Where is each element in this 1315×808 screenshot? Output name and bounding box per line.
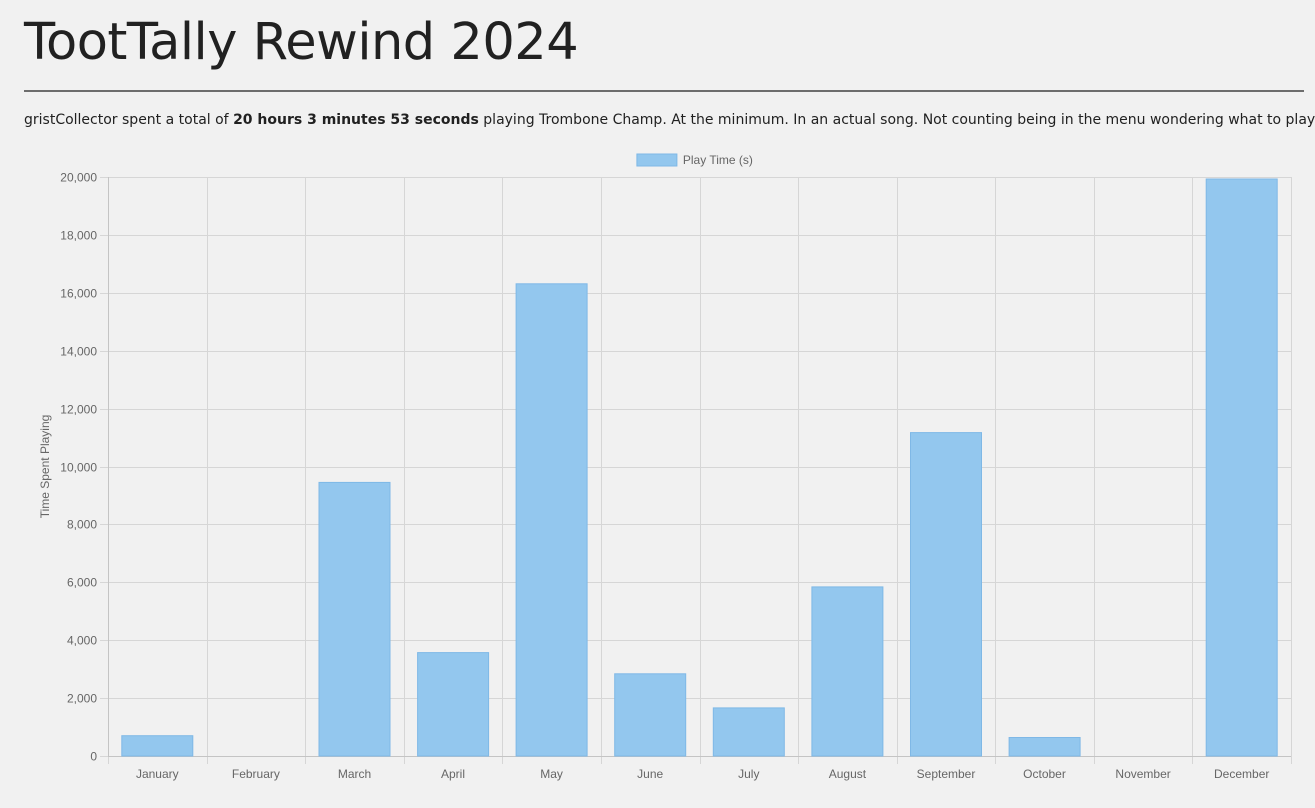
x-tick-label: February	[232, 767, 280, 781]
x-tick-label: March	[338, 767, 371, 781]
y-tick-label: 4,000	[67, 634, 97, 648]
bar-march	[318, 481, 391, 757]
bar-june	[614, 673, 687, 757]
y-tick-label: 10,000	[60, 461, 97, 475]
bar-april	[417, 652, 490, 757]
bar-october	[1008, 737, 1081, 757]
x-tick-label: November	[1115, 767, 1170, 781]
bar-august	[811, 586, 884, 757]
y-tick-label: 14,000	[60, 345, 97, 359]
bar-december	[1205, 178, 1278, 757]
summary-username: gristCollector	[24, 112, 118, 128]
summary-total-time: 20 hours 3 minutes 53 seconds	[233, 112, 479, 128]
y-tick-label: 16,000	[60, 287, 97, 301]
x-tick-label: October	[1023, 767, 1066, 781]
bar-january	[121, 735, 194, 757]
summary-text: gristCollector spent a total of 20 hours…	[24, 110, 1315, 130]
x-tick-label: December	[1214, 767, 1269, 781]
play-time-chart: 0 2,000 4,000 6,000 8,000 10,000 12,000 14,000 1…	[0, 140, 1315, 808]
bar-september	[910, 432, 982, 757]
summary-text-after: playing Trombone Champ. At the minimum. …	[478, 112, 1315, 128]
x-tick-label: January	[136, 767, 179, 781]
x-tick-label: September	[917, 767, 976, 781]
x-tick-label: June	[637, 767, 663, 781]
x-tick-label: May	[540, 767, 563, 781]
bar-may	[515, 283, 588, 757]
y-tick-label: 12,000	[60, 403, 97, 417]
x-tick-label: August	[829, 767, 867, 781]
title-divider	[24, 90, 1304, 92]
legend-label: Play Time (s)	[683, 153, 753, 167]
play-time-bar-chart: 0 2,000 4,000 6,000 8,000 10,000 12,000 14,000 1…	[38, 153, 1292, 781]
y-tick-label: 2,000	[67, 692, 97, 706]
y-tick-label: 6,000	[67, 576, 97, 590]
y-tick-label: 18,000	[60, 229, 97, 243]
page-title: TootTally Rewind 2024	[24, 13, 579, 72]
summary-text-before: spent a total of	[117, 112, 234, 128]
legend-swatch	[636, 153, 678, 167]
x-tick-label: April	[441, 767, 465, 781]
y-tick-label: 20,000	[60, 171, 97, 185]
y-tick-label: 8,000	[67, 518, 97, 532]
y-axis-title: Time Spent Playing	[38, 415, 52, 519]
y-tick-label: 0	[90, 750, 97, 764]
bar-july	[712, 707, 785, 757]
x-tick-label: July	[738, 767, 759, 781]
